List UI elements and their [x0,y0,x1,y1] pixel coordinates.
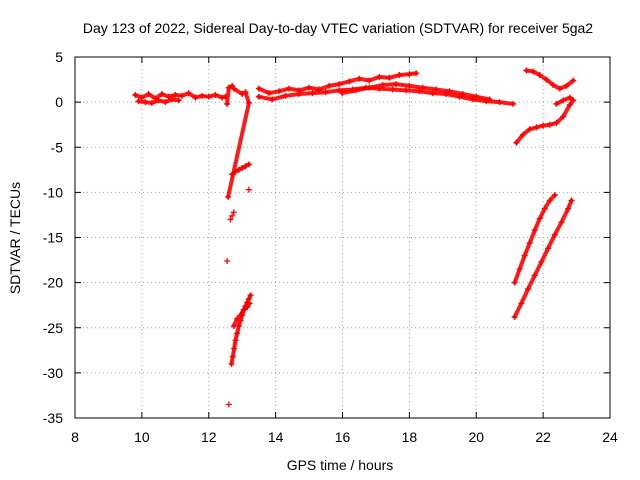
data-point [224,257,231,264]
y-tick-label: -20 [43,275,63,291]
series-trace [229,293,253,366]
x-tick-label: 12 [201,429,217,445]
series-isolated-12.7 [224,82,252,200]
plot-frame [74,56,611,419]
series-band-day-middle [339,81,493,103]
grid [75,57,610,418]
x-tick-label: 20 [468,429,484,445]
series-late-top-arc [523,67,577,92]
x-tick-label: 14 [268,429,284,445]
series-trace [340,82,492,102]
series-trace [231,301,252,328]
y-tick-label: -30 [43,365,63,381]
data-point [229,212,236,219]
y-tick-label: -25 [43,320,63,336]
series-trace [256,71,419,96]
y-tick-label: -10 [43,184,63,200]
series-trace [136,97,181,105]
data-point [230,209,237,216]
series-trace [133,91,228,101]
y-tick-label: -35 [43,410,63,426]
series-trace [514,95,576,145]
series-band-morning [132,90,229,102]
x-tick-label: 24 [602,429,618,445]
data-points [132,67,577,408]
y-tick-label: 0 [55,94,63,110]
series-drop-segment-a [229,161,252,178]
series-late-line-2 [511,197,575,320]
x-tick-label: 22 [535,429,551,445]
series-drop-segment-d [230,300,253,329]
series-trace [256,85,515,106]
x-tick-label: 8 [71,429,79,445]
axis-ticks: 8 10 12 14 16 18 20 22 24 -35 -30 -25 -20 -15 -10 -5 0 5 [43,49,618,445]
y-axis-label: SDTVAR / TECUs [7,182,23,294]
series-late-line-1 [511,192,558,286]
series-band-morning-lower [135,96,182,107]
x-tick-label: 10 [134,429,150,445]
data-point [225,401,232,408]
y-tick-label: 5 [55,49,63,65]
series-isolated-low [224,186,252,408]
series-late-hook [513,94,577,146]
y-tick-label: -15 [43,230,63,246]
series-trace [225,83,251,199]
series-drop-segment-b [227,209,237,223]
series-trace [524,68,576,91]
data-point [227,216,234,223]
series-trace [512,193,557,285]
x-tick-label: 16 [335,429,351,445]
y-tick-label: -5 [51,139,64,155]
series-trace [230,162,251,177]
x-axis-label: GPS time / hours [287,457,394,473]
chart-title: Day 123 of 2022, Sidereal Day-to-day VTE… [83,20,593,36]
data-point [245,186,252,193]
x-tick-label: 18 [402,429,418,445]
series-trace [512,198,574,319]
series-band-day-upper [255,70,420,97]
